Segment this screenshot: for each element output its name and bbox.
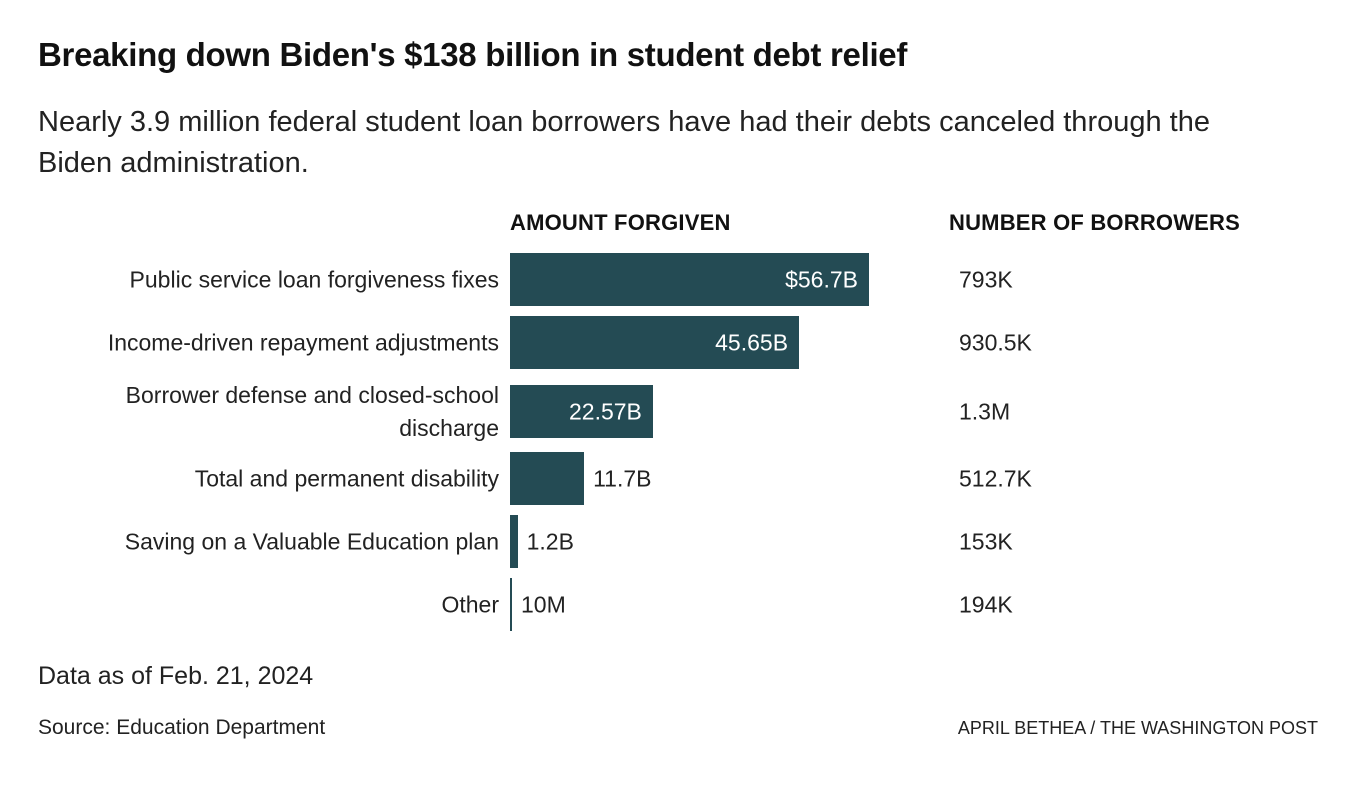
value-label: 22.57B: [569, 398, 642, 424]
borrowers-value: 1.3M: [959, 398, 1011, 424]
value-label: 10M: [521, 591, 566, 617]
borrowers-value: 793K: [959, 266, 1013, 292]
chart-title: Breaking down Biden's $138 billion in st…: [38, 36, 908, 73]
category-label: Total and permanent disability: [194, 465, 499, 491]
source: Source: Education Department: [38, 716, 326, 739]
credit: APRIL BETHEA / THE WASHINGTON POST: [957, 718, 1318, 738]
value-label: 45.65B: [715, 329, 789, 355]
bar: [510, 316, 800, 369]
column-header: AMOUNT FORGIVEN: [510, 210, 731, 235]
borrowers-value: 153K: [959, 528, 1013, 554]
value-label: $56.7B: [785, 266, 858, 292]
value-label: 1.2B: [526, 528, 574, 554]
note: Data as of Feb. 21, 2024: [38, 662, 314, 690]
bar: [510, 578, 512, 631]
borrowers-value: 512.7K: [959, 465, 1032, 491]
bar: [510, 253, 869, 306]
bar: [510, 452, 585, 505]
category-label: Public service loan forgiveness fixes: [129, 266, 499, 292]
value-label: 11.7B: [593, 465, 652, 491]
category-label: Other: [441, 591, 499, 617]
category-label: Saving on a Valuable Education plan: [124, 528, 499, 554]
bar: [510, 515, 518, 568]
category-label: Income-driven repayment adjustments: [107, 329, 499, 355]
chart-subtitle: Nearly 3.9 million federal student loan …: [38, 106, 1210, 179]
borrowers-value: 930.5K: [959, 329, 1032, 355]
borrowers-value: 194K: [959, 591, 1013, 617]
category-label: Borrower defense and closed-school disch…: [125, 381, 499, 441]
bar: [510, 385, 653, 438]
column-header: NUMBER OF BORROWERS: [949, 210, 1241, 235]
